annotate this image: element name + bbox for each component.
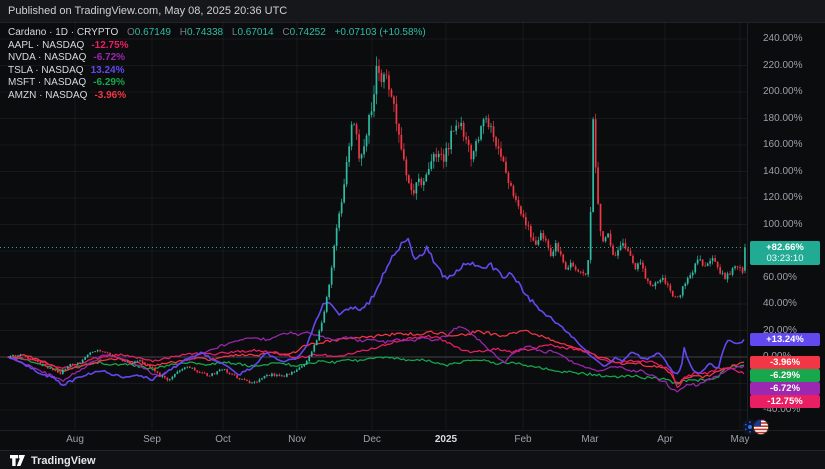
- time-tick-label: 2025: [434, 434, 458, 445]
- price-tick-label: 180.00%: [763, 112, 803, 124]
- price-tick-label: -40.00%: [763, 404, 801, 415]
- low-label: L: [231, 27, 238, 38]
- footer-bar: TradingView: [0, 450, 825, 469]
- nvda-price-badge: -6.72%: [750, 382, 820, 396]
- time-tick-label: May: [730, 434, 750, 445]
- us-flag-icon: [753, 419, 769, 435]
- open-value: 0.67149: [134, 27, 171, 38]
- compare-symbol: AMZN · NASDAQ: [8, 89, 88, 101]
- plot-area[interactable]: [0, 22, 747, 450]
- price-tick-label: 40.00%: [763, 298, 797, 309]
- compare-symbol: AAPL · NASDAQ: [8, 39, 85, 51]
- published-text: Published on TradingView.com, May 08, 20…: [8, 5, 288, 17]
- legend-row-tsla[interactable]: TSLA · NASDAQ 13.24%: [8, 65, 426, 78]
- high-label: H: [179, 27, 187, 38]
- published-bar: Published on TradingView.com, May 08, 20…: [0, 0, 825, 23]
- time-tick-label: Feb: [514, 434, 532, 445]
- legend-row-msft[interactable]: MSFT · NASDAQ -6.29%: [8, 77, 426, 90]
- amzn-price-badge: -3.96%: [750, 356, 820, 370]
- compare-change: -6.29%: [93, 77, 125, 89]
- compare-symbol: MSFT · NASDAQ: [8, 77, 87, 89]
- brand-name[interactable]: TradingView: [31, 454, 96, 467]
- legend-row-nvda[interactable]: NVDA · NASDAQ -6.72%: [8, 52, 426, 65]
- price-tick-label: 60.00%: [763, 271, 797, 283]
- symbol-title: Cardano · 1D · CRYPTO: [8, 27, 119, 38]
- price-tick-label: 100.00%: [763, 218, 803, 230]
- msft-price-badge: -6.29%: [750, 369, 820, 383]
- compare-symbol: TSLA · NASDAQ: [8, 64, 84, 76]
- legend-row-main[interactable]: Cardano · 1D · CRYPTO O0.67149 H0.74338 …: [8, 27, 426, 40]
- time-tick-label: Oct: [215, 434, 231, 445]
- close-label: C: [282, 27, 290, 38]
- time-tick-label: Aug: [66, 434, 84, 445]
- time-tick-label: Nov: [288, 434, 306, 445]
- compare-change: 13.24%: [90, 64, 125, 76]
- close-value: 0.74252: [289, 27, 326, 38]
- change-value: +0.07103 (+10.58%): [334, 27, 426, 38]
- time-tick-label: Mar: [581, 434, 599, 445]
- time-tick-label: Sep: [143, 434, 161, 445]
- price-tick-label: 20.00%: [763, 324, 797, 336]
- price-tick-label: 120.00%: [763, 192, 803, 203]
- legend-row-aapl[interactable]: AAPL · NASDAQ -12.75%: [8, 40, 426, 53]
- aapl-price-badge: -12.75%: [750, 395, 820, 409]
- low-value: 0.67014: [237, 27, 274, 38]
- legend-row-amzn[interactable]: AMZN · NASDAQ -3.96%: [8, 90, 426, 103]
- time-tick-label: Apr: [657, 434, 673, 445]
- time-tick-label: Dec: [363, 434, 381, 445]
- price-tick-label: 240.00%: [763, 33, 803, 44]
- tradingview-logo-icon: [10, 455, 25, 466]
- compare-change: -12.75%: [91, 39, 129, 51]
- price-tick-label: 160.00%: [763, 139, 803, 150]
- compare-change: -6.72%: [93, 52, 126, 64]
- high-value: 0.74338: [186, 27, 224, 38]
- legend: Cardano · 1D · CRYPTO O0.67149 H0.74338 …: [8, 27, 426, 103]
- current-price-badge: +82.66% 03:23:10: [750, 241, 820, 266]
- price-tick-label: 140.00%: [763, 165, 803, 177]
- compare-symbol: NVDA · NASDAQ: [8, 52, 87, 64]
- tsla-price-badge: +13.24%: [750, 333, 820, 347]
- price-tick-label: 200.00%: [763, 86, 803, 97]
- compare-change: -3.96%: [94, 89, 127, 101]
- price-axis-separator: [747, 22, 748, 430]
- price-tick-label: 220.00%: [763, 59, 803, 71]
- open-label: O: [127, 27, 135, 38]
- cardano-logo-icon: [742, 419, 758, 435]
- time-axis-separator: [0, 430, 825, 431]
